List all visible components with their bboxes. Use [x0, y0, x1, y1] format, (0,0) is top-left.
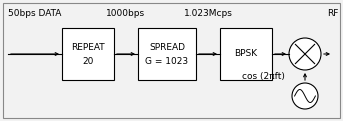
Circle shape — [292, 83, 318, 109]
Text: 20: 20 — [82, 57, 94, 66]
Bar — [138, 28, 196, 80]
Bar — [220, 28, 272, 80]
Text: 1.023Mcps: 1.023Mcps — [184, 10, 233, 19]
Bar — [62, 28, 114, 80]
Text: G = 1023: G = 1023 — [145, 57, 189, 66]
Text: 50bps DATA: 50bps DATA — [8, 10, 61, 19]
Text: RF: RF — [327, 10, 339, 19]
Text: SPREAD: SPREAD — [149, 43, 185, 52]
Text: BPSK: BPSK — [234, 49, 258, 58]
Text: cos (2πft): cos (2πft) — [242, 72, 285, 81]
Circle shape — [289, 38, 321, 70]
Text: 1000bps: 1000bps — [106, 10, 145, 19]
Text: REPEAT: REPEAT — [71, 43, 105, 52]
